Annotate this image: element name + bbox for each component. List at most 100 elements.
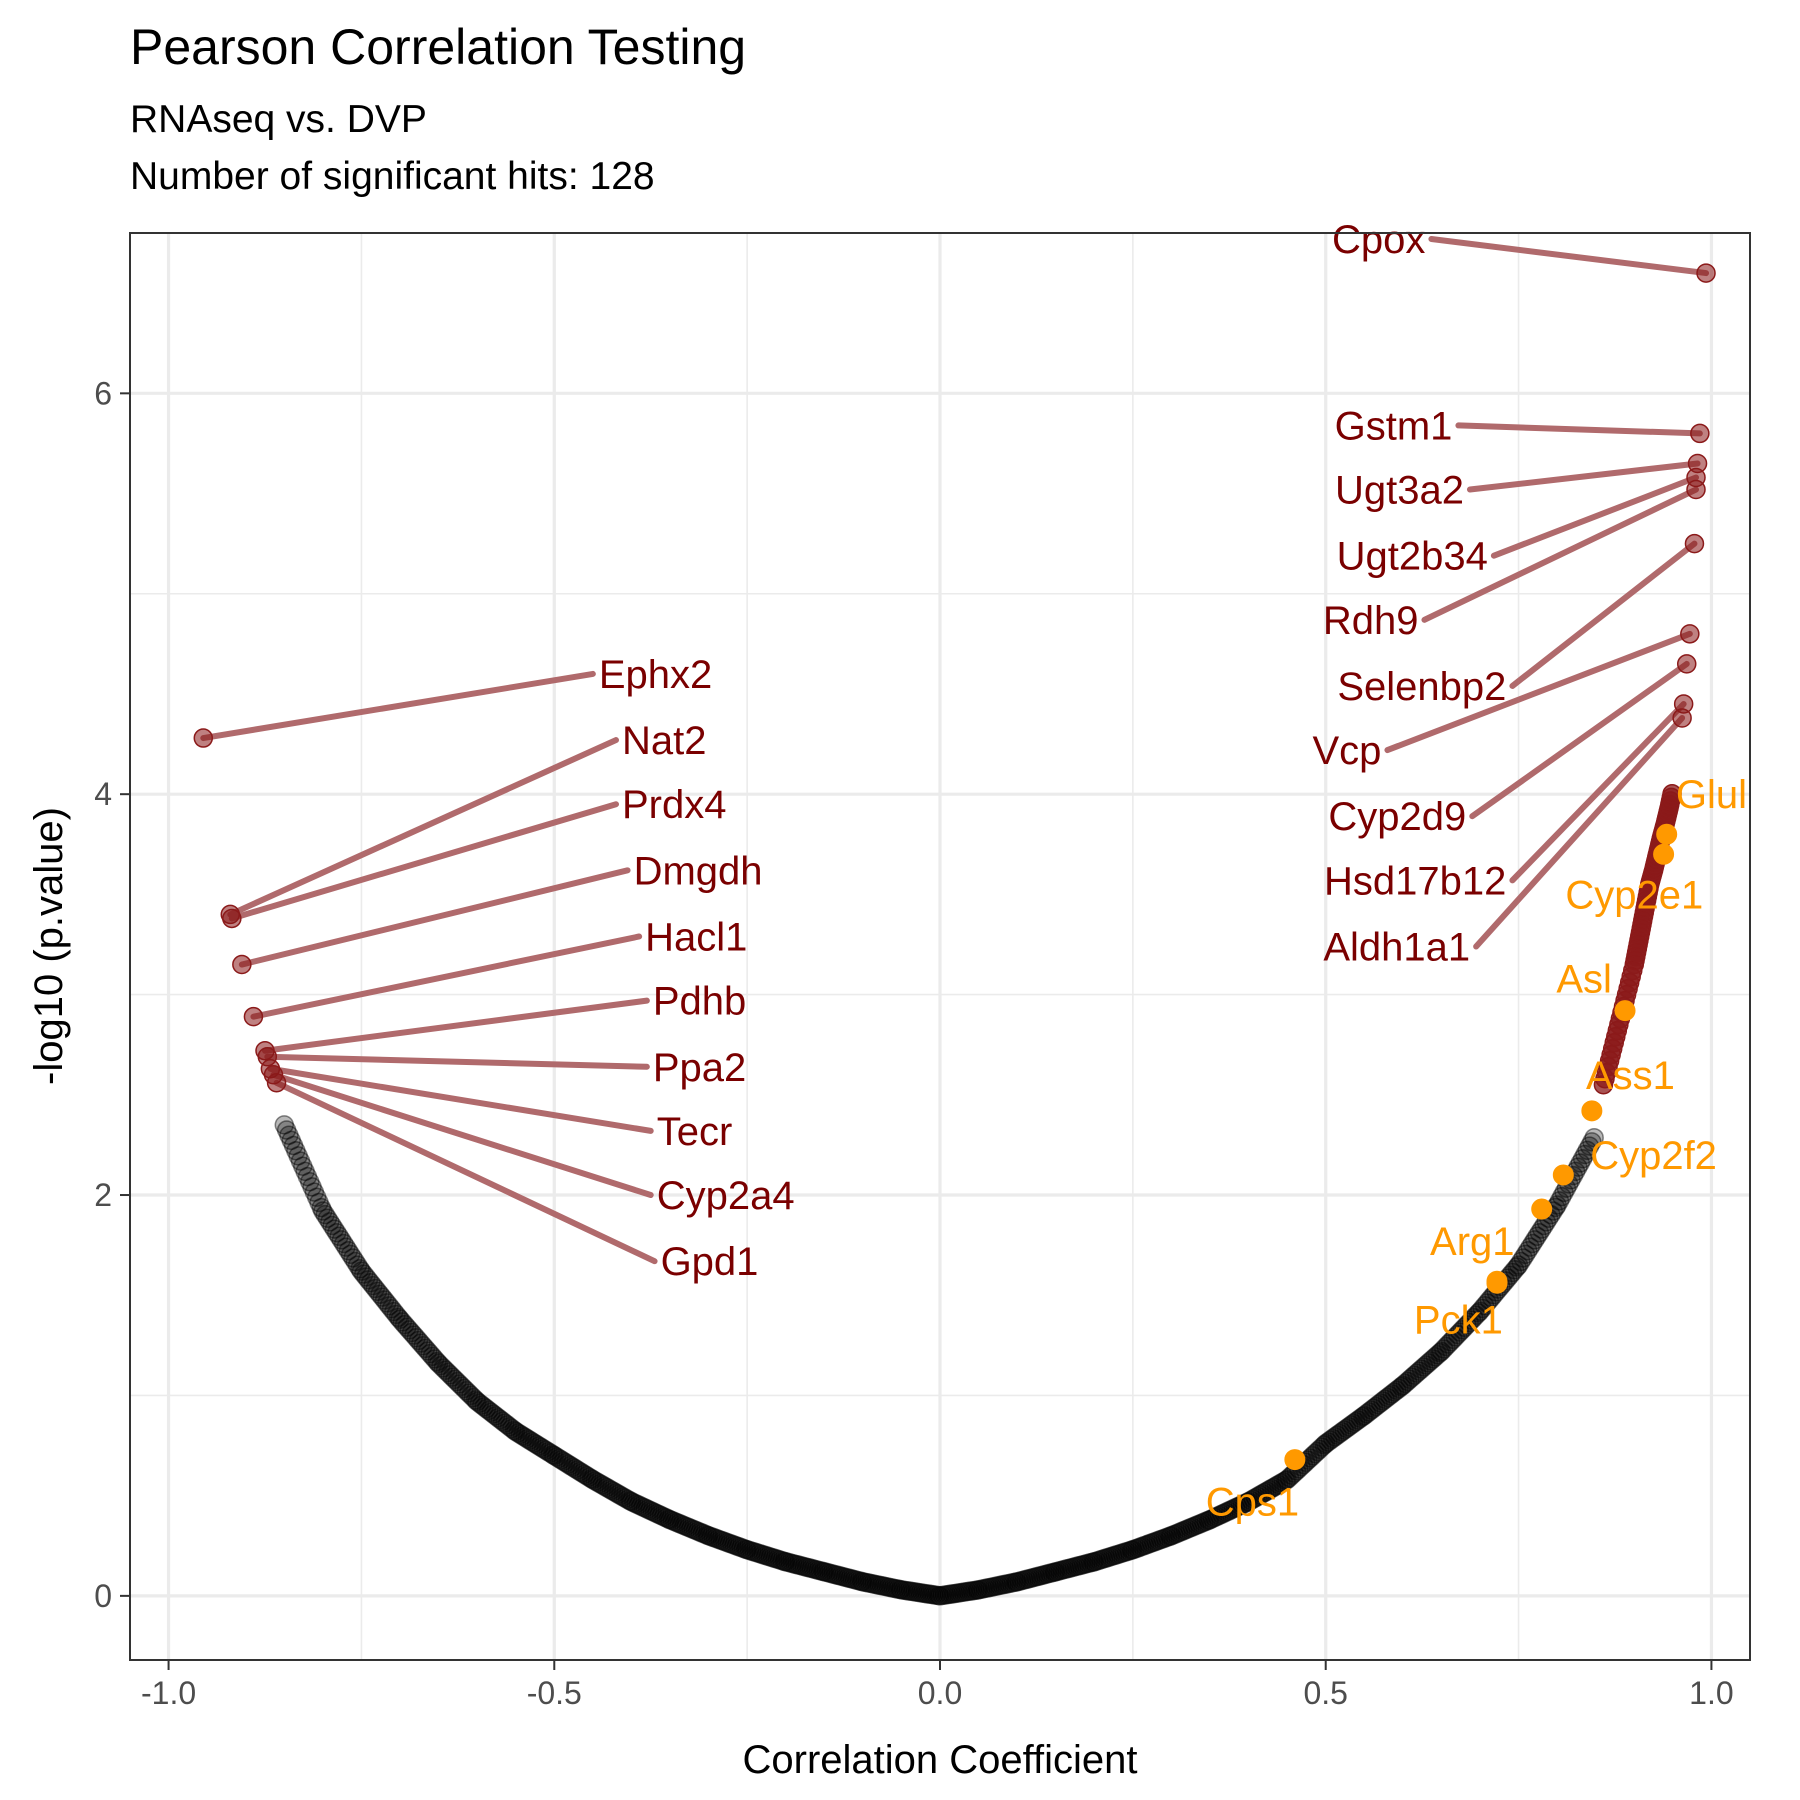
background-point	[835, 1567, 855, 1587]
background-point	[1119, 1541, 1139, 1561]
background-point	[1023, 1567, 1044, 1588]
background-point	[406, 1328, 426, 1348]
background-point	[492, 1411, 513, 1432]
background-point	[814, 1562, 835, 1582]
background-point	[674, 1515, 694, 1536]
point-label: Cyp2d9	[1328, 795, 1466, 839]
background-point	[792, 1556, 812, 1576]
background-point	[837, 1568, 858, 1588]
background-point	[926, 1585, 946, 1606]
connector-line	[1469, 660, 1690, 820]
background-point	[710, 1530, 730, 1550]
background-point	[336, 1237, 356, 1257]
background-point	[980, 1577, 1000, 1598]
connector-line	[1509, 700, 1687, 884]
background-point	[932, 1585, 953, 1606]
background-point	[744, 1542, 764, 1562]
background-point	[1452, 1319, 1473, 1340]
background-point	[324, 1219, 345, 1239]
background-point	[842, 1569, 862, 1589]
connector-line	[262, 997, 650, 1054]
point-label: Ephx2	[599, 653, 712, 697]
background-point	[669, 1513, 690, 1534]
background-point	[345, 1251, 366, 1272]
highlighted-point	[1656, 823, 1678, 845]
highlighted-point	[1284, 1449, 1306, 1471]
background-point	[445, 1369, 465, 1390]
background-point	[322, 1215, 342, 1236]
connector-line	[1509, 540, 1698, 689]
highlighted-point	[1581, 1100, 1603, 1122]
connector-line	[1473, 715, 1686, 950]
background-point	[739, 1540, 760, 1561]
point-label: Hsd17b12	[1324, 859, 1506, 903]
background-point	[1005, 1572, 1026, 1592]
background-point	[651, 1505, 672, 1526]
background-point	[1318, 1432, 1338, 1452]
x-tick-label: -0.5	[527, 1675, 582, 1711]
background-point	[742, 1541, 762, 1561]
background-point	[989, 1575, 1010, 1596]
background-point	[1168, 1523, 1189, 1543]
background-point	[958, 1581, 978, 1602]
background-point	[529, 1436, 549, 1456]
background-point	[467, 1391, 487, 1412]
background-point	[905, 1582, 926, 1602]
significant-point	[1686, 479, 1706, 500]
background-point	[1062, 1557, 1082, 1578]
background-point	[1468, 1303, 1489, 1323]
background-point	[519, 1430, 540, 1450]
background-point	[816, 1562, 837, 1583]
background-point	[365, 1278, 386, 1299]
background-point	[1325, 1427, 1345, 1447]
background-point	[644, 1502, 665, 1523]
background-point	[579, 1467, 599, 1487]
background-point	[279, 1125, 299, 1145]
connector-line	[264, 1053, 650, 1070]
background-point	[785, 1554, 805, 1574]
y-tick-label: 6	[94, 375, 112, 411]
background-point	[656, 1508, 676, 1528]
background-point	[726, 1536, 747, 1556]
background-point	[914, 1583, 935, 1604]
background-point	[313, 1201, 333, 1221]
background-point	[1575, 1144, 1595, 1165]
background-point	[596, 1477, 617, 1498]
background-point	[621, 1491, 642, 1512]
background-point	[998, 1573, 1019, 1594]
background-point	[309, 1192, 329, 1213]
background-point	[542, 1444, 563, 1465]
background-point	[1582, 1132, 1602, 1152]
chart-subtitle-line-2: Number of significant hits: 128	[130, 155, 655, 198]
background-points	[274, 1115, 1604, 1606]
background-point	[1336, 1418, 1357, 1439]
background-point	[939, 1584, 960, 1605]
background-point	[404, 1325, 424, 1345]
background-point	[721, 1534, 742, 1554]
background-point	[481, 1402, 501, 1423]
background-point	[1327, 1425, 1348, 1445]
background-point	[1130, 1537, 1150, 1557]
background-point	[1307, 1441, 1327, 1462]
background-point	[1445, 1327, 1466, 1347]
background-point	[857, 1573, 878, 1593]
background-point	[921, 1584, 942, 1605]
background-point	[755, 1545, 776, 1566]
background-point	[728, 1536, 749, 1557]
background-point	[683, 1519, 703, 1540]
connector-line	[228, 801, 619, 922]
significant-point	[232, 954, 252, 975]
background-point	[526, 1434, 547, 1455]
background-point	[878, 1577, 899, 1597]
background-point	[576, 1466, 597, 1486]
background-point	[1030, 1566, 1051, 1586]
background-point	[522, 1431, 542, 1452]
background-point	[1320, 1430, 1341, 1450]
background-point	[685, 1520, 706, 1541]
background-point	[978, 1578, 998, 1598]
background-point	[769, 1550, 790, 1570]
background-point	[924, 1585, 944, 1605]
background-point	[411, 1333, 431, 1353]
background-point	[642, 1501, 663, 1522]
background-point	[1354, 1405, 1375, 1426]
